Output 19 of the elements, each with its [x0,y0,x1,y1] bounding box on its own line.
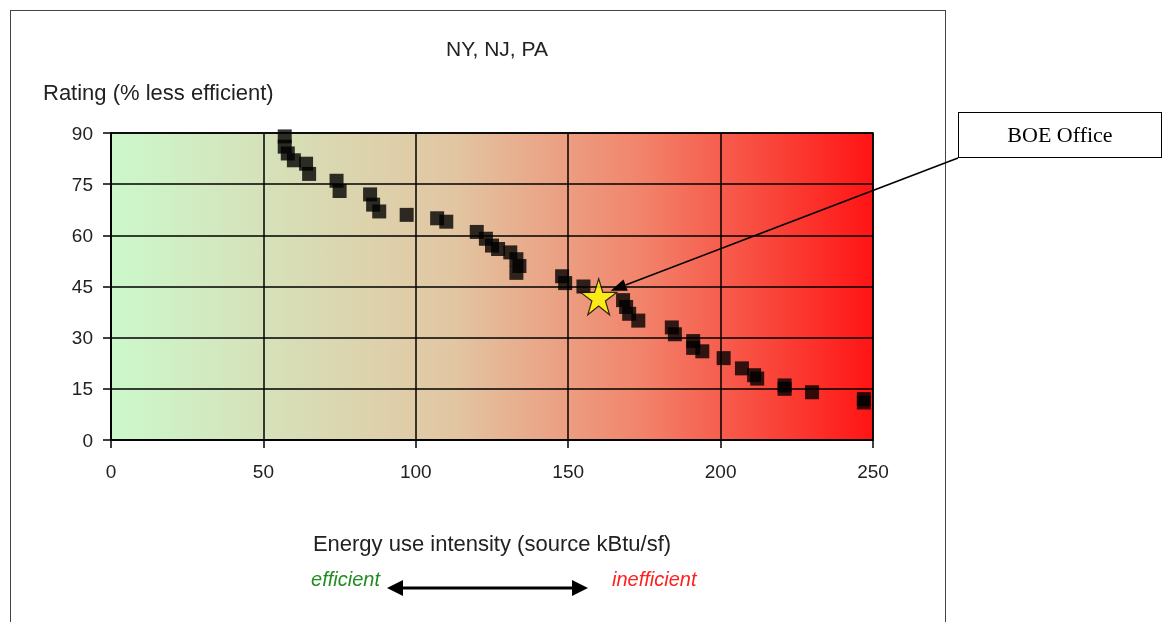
x-tick-label: 200 [704,461,737,482]
y-tick-label: 45 [71,276,93,297]
text: inefficient [612,568,697,591]
y-tick-label: 90 [71,122,93,144]
x-tick-label: 50 [252,461,274,482]
text: BOE Office [958,112,1162,158]
y-tick-label: 75 [71,173,93,195]
x-tick-label: 150 [552,461,585,482]
x-tick-label: 250 [857,461,889,482]
x-tick-label: 0 [105,461,117,482]
y-tick-label: 30 [71,327,93,349]
text: efficient [311,568,380,591]
x-tick-label: 100 [399,461,432,482]
y-tick-label: 0 [82,429,93,451]
x-axis-title: Energy use intensity (source kBtu/sf) [312,530,672,556]
chart-title: NY, NJ, PA [446,37,548,60]
y-tick-label: 15 [71,378,93,400]
y-tick-label: 60 [71,224,93,246]
y-axis-title: Rating (% less efficient) [43,79,274,105]
